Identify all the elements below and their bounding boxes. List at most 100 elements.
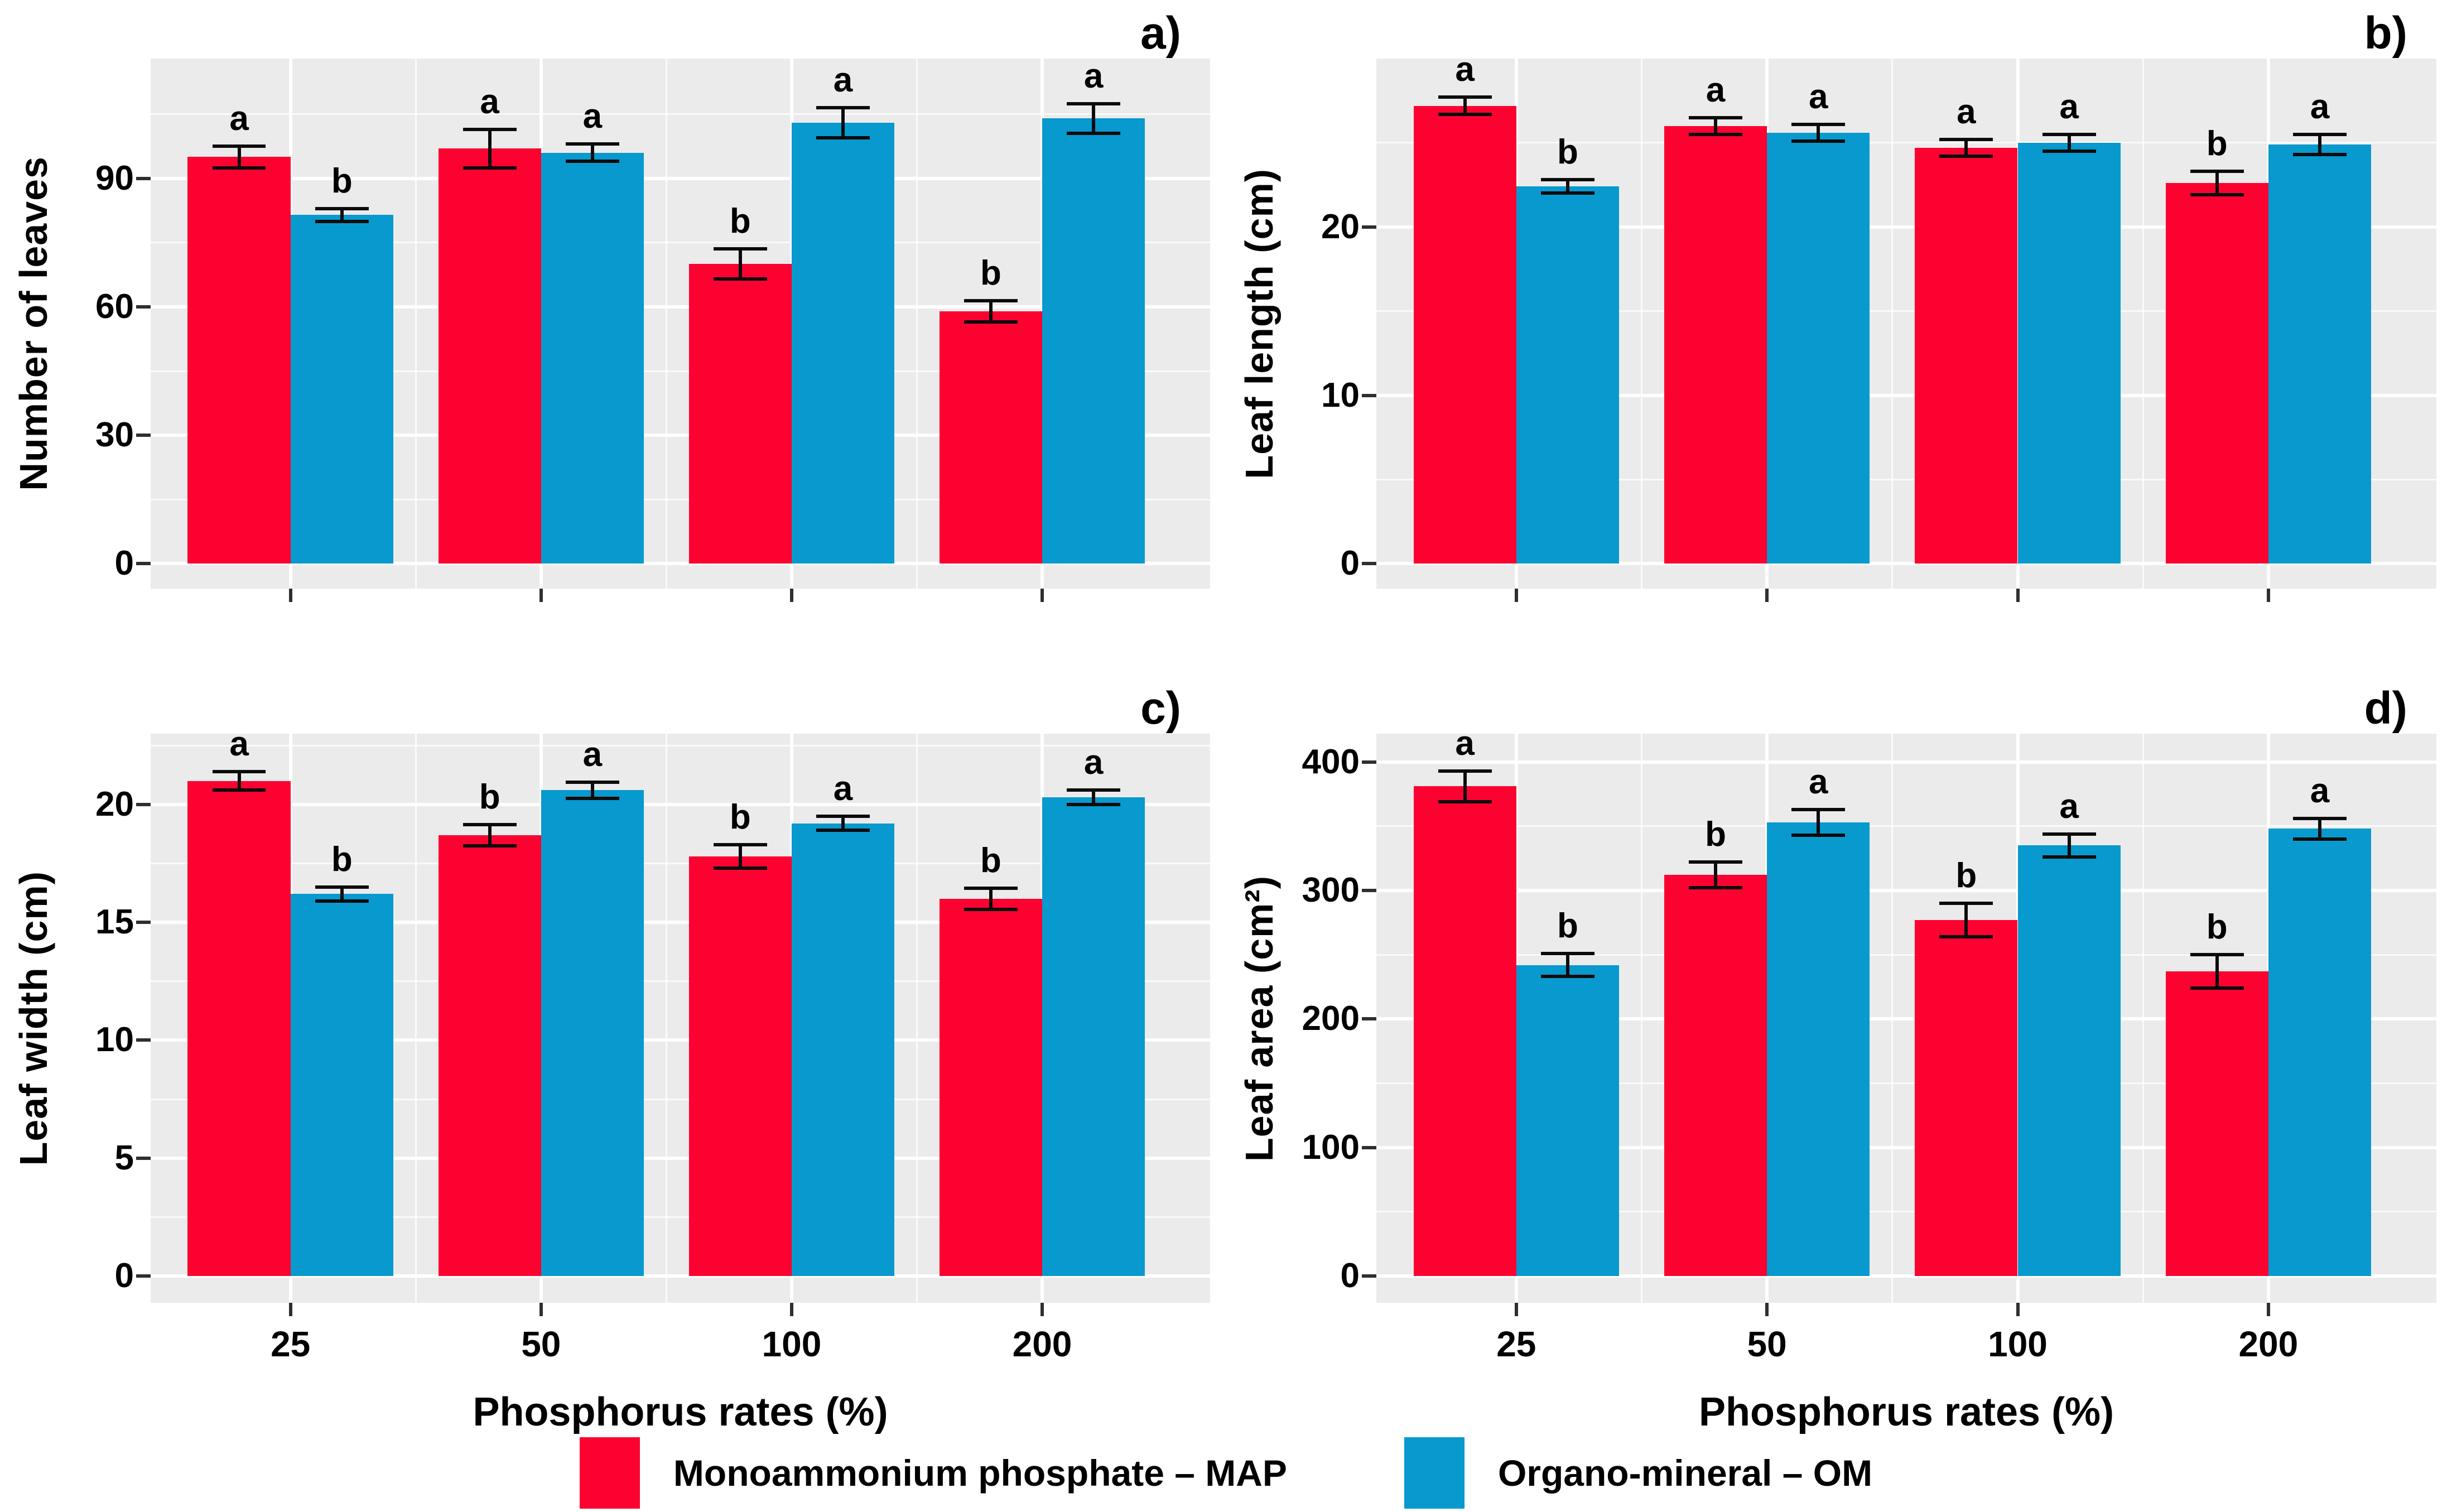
error-bar-line [1964,903,1968,937]
bar-map-100 [1915,920,2018,1277]
bar-map-200 [2165,971,2268,1277]
bar-om-200 [1042,118,1145,564]
significance-letter: a [480,82,499,121]
y-axis-tick [1362,393,1376,397]
x-axis-tick [789,589,793,602]
significance-letter: a [2059,787,2079,826]
y-tick-label: 5 [114,1138,134,1177]
y-tick-label: 400 [1302,742,1360,781]
y-tick-label: 0 [1340,544,1360,583]
panel-grid: a) Number of leaves 0 30 60 90 a b a a b a b a b) … [0,0,2452,1434]
error-bar-line [590,782,594,799]
error-bar-cap-bottom [1438,800,1492,804]
plot-area-b: a b a a a a b a [1362,52,2436,602]
gridline-major [1376,760,2436,764]
gridline-major [1376,1017,2436,1021]
error-bar-line [488,824,492,846]
gridline-v-minor [916,734,918,1303]
y-tick-label: 0 [114,1256,134,1296]
error-bar-cap-top [964,886,1018,890]
error-bar-line [738,249,742,280]
gridline-v-minor [1640,734,1642,1303]
y-axis-tick [136,176,151,180]
bar-om-25 [1516,186,1620,564]
error-bar-cap-top [1939,902,1993,906]
panel-label-b: b) [2364,8,2407,59]
x-axis-title-d: Phosphorus rates (%) [1698,1390,2114,1434]
x-axis-tick [1765,1303,1769,1316]
error-bar-line [1817,124,1820,141]
bar-om-50 [541,152,644,564]
y-axis-tick [136,562,151,566]
y-axis-title-text: Leaf area (cm²) [1237,875,1281,1162]
y-axis-d: 0 100 200 300 400 [1293,734,1376,1303]
significance-letter: a [1455,724,1475,763]
bar-om-100 [2017,142,2121,564]
y-axis-tick [1362,1274,1376,1278]
significance-letter: b [331,840,353,879]
x-tick-label: 50 [1747,1324,1787,1364]
error-bar-cap-bottom [315,219,369,223]
error-bar-cap-bottom [1067,802,1120,806]
panel-tag-row: d) [1226,675,2452,734]
gridline-major [151,305,1210,309]
error-bar-line [2318,818,2321,839]
bar-om-200 [2268,829,2372,1277]
error-bar-line [1463,771,1467,802]
x-axis-tick [1765,589,1769,602]
error-bar-line [738,844,742,868]
bar-om-50 [1767,822,1870,1277]
error-bar-cap-bottom [315,899,369,903]
subplot-c: c) Leaf width (cm) 0 5 10 15 20 25 50 100 200 a b… [0,675,1226,1434]
error-bar-cap-bottom [713,277,767,281]
error-bar-line [340,887,344,902]
legend-swatch-om [1404,1437,1465,1509]
y-axis-title-c: Leaf width (cm) [0,734,67,1303]
bar-om-25 [290,894,393,1277]
error-bar-cap-top [1541,951,1594,955]
gridline-minor [1376,954,2436,956]
y-tick-label: 200 [1302,999,1360,1038]
y-tick-label: 10 [95,1020,134,1060]
error-bar-line [2067,834,2071,858]
subplot-a: a) Number of leaves 0 30 60 90 a b a a b a b a [0,0,1226,675]
gridline-minor [1376,1211,2436,1213]
gridline-minor [151,1098,1210,1100]
gridline-major [151,562,1210,566]
error-bar-cap-bottom [816,136,870,139]
gridline-v-minor [665,59,667,589]
significance-letter: b [479,777,500,816]
gridline-minor [151,370,1210,372]
bar-map-25 [187,157,291,564]
y-axis-title-b: Leaf length (cm) [1226,59,1293,589]
error-bar-cap-bottom [463,844,517,848]
gridline-v-minor [415,734,417,1303]
y-tick-label: 20 [1321,207,1360,246]
gridline-v-minor [1891,59,1894,589]
significance-letter: b [980,841,1001,880]
legend-label-om: Organo-mineral – OM [1497,1452,1873,1494]
error-bar-line [1817,809,1820,835]
bar-map-200 [2165,183,2268,564]
panel-label-a: a) [1140,8,1181,59]
x-tick-label: 200 [2238,1324,2299,1364]
gridline-minor [1376,142,2436,144]
error-bar-cap-bottom [2190,193,2244,197]
error-bar-cap-top [315,885,369,889]
error-bar-cap-top [212,769,266,773]
error-bar-cap-top [2042,832,2096,836]
x-axis-tick [288,1303,292,1316]
gridline-minor [1376,1082,2436,1085]
x-axis-tick [2016,589,2020,602]
bar-map-50 [1664,126,1767,564]
bar-map-50 [1664,875,1767,1277]
error-bar-cap-top [1791,122,1846,126]
error-bar-cap-bottom [1791,139,1846,143]
y-axis-title-d: Leaf area (cm²) [1226,734,1293,1303]
y-tick-label: 100 [1302,1128,1360,1167]
gridline-minor [1376,478,2436,480]
bar-map-50 [438,835,541,1277]
gridline-major [151,1156,1210,1160]
significance-letter: a [229,99,249,138]
plot-area-c: 25 50 100 200 a b b a b a b a [136,726,1210,1362]
